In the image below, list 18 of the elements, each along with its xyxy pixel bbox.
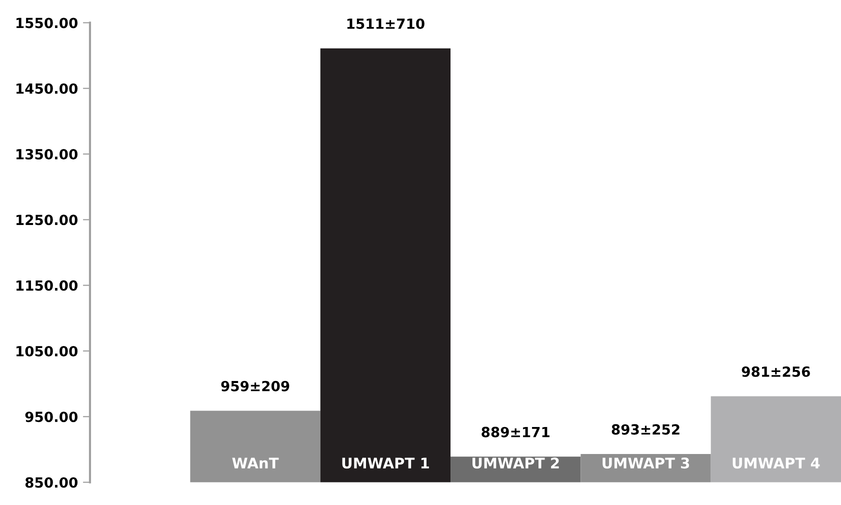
y-tick-label: 1250.00	[16, 214, 78, 226]
data-label: 893±252	[612, 424, 680, 435]
data-label: 1511±710	[347, 18, 424, 29]
x-tick-label: UMWAPT 1	[342, 458, 429, 469]
data-label: 959±209	[221, 380, 290, 392]
y-tick-label: 1350.00	[16, 148, 78, 160]
y-tick-label: 1550.00	[16, 18, 78, 28]
data-label: 889±171	[482, 426, 550, 438]
y-tick-label: 1150.00	[16, 280, 78, 291]
x-tick-label: UMWAPT 3	[602, 458, 690, 469]
data-label: 981±256	[742, 366, 810, 377]
y-tick-label: 1450.00	[16, 83, 78, 94]
y-tick-label: 1050.00	[16, 346, 78, 356]
y-tick-label: 850.00	[25, 477, 78, 488]
x-tick-label: UMWAPT 2	[472, 458, 559, 469]
x-tick-label: WAnT	[232, 458, 279, 468]
y-tick-label: 950.00	[25, 412, 78, 422]
x-tick-label: UMWAPT 4	[732, 458, 820, 469]
